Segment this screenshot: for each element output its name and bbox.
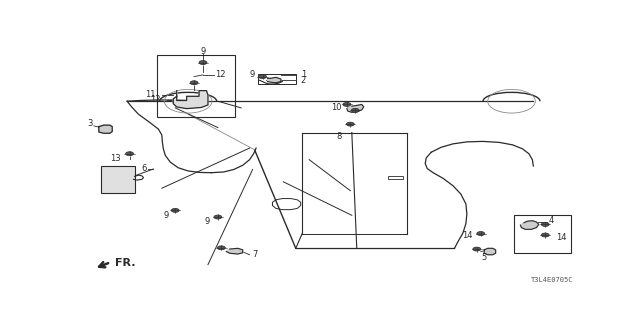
Text: FR.: FR. — [115, 258, 135, 268]
Circle shape — [107, 179, 115, 183]
Circle shape — [172, 208, 179, 212]
Polygon shape — [268, 77, 281, 83]
Text: 10: 10 — [332, 103, 342, 112]
Circle shape — [218, 246, 225, 250]
Circle shape — [473, 247, 481, 251]
Text: 4: 4 — [548, 216, 554, 225]
Circle shape — [541, 233, 549, 237]
Polygon shape — [347, 104, 364, 112]
Polygon shape — [173, 91, 208, 108]
Text: 8: 8 — [337, 132, 342, 141]
Text: 7: 7 — [253, 250, 258, 259]
Text: T3L4E0705C: T3L4E0705C — [531, 277, 573, 283]
Bar — [514, 215, 571, 253]
Circle shape — [346, 122, 355, 126]
Circle shape — [199, 60, 207, 65]
Polygon shape — [520, 221, 539, 229]
Text: 9: 9 — [205, 218, 210, 227]
Text: 2: 2 — [301, 76, 306, 85]
Polygon shape — [484, 248, 495, 255]
Text: 11: 11 — [145, 90, 156, 99]
Circle shape — [541, 222, 549, 227]
Text: 9: 9 — [200, 47, 205, 56]
Text: 12: 12 — [214, 70, 225, 79]
Text: 12: 12 — [150, 95, 161, 104]
Circle shape — [259, 75, 266, 79]
Bar — [388, 176, 403, 179]
Circle shape — [214, 215, 222, 219]
Text: 9: 9 — [163, 211, 168, 220]
Circle shape — [343, 102, 351, 107]
Bar — [257, 74, 296, 84]
Bar — [101, 165, 134, 193]
Polygon shape — [99, 125, 112, 133]
Circle shape — [351, 108, 359, 112]
Bar — [157, 55, 235, 117]
Text: 13: 13 — [110, 154, 121, 163]
Text: 14: 14 — [462, 231, 473, 240]
Text: 1: 1 — [301, 70, 306, 79]
Polygon shape — [227, 248, 243, 254]
Text: 6: 6 — [141, 164, 147, 173]
Text: 5: 5 — [481, 253, 486, 262]
Circle shape — [477, 232, 484, 236]
Text: 9: 9 — [250, 70, 255, 79]
Circle shape — [190, 81, 198, 85]
Circle shape — [125, 152, 134, 156]
Text: 14: 14 — [556, 233, 566, 242]
Text: 3: 3 — [87, 119, 92, 128]
Circle shape — [108, 188, 114, 191]
